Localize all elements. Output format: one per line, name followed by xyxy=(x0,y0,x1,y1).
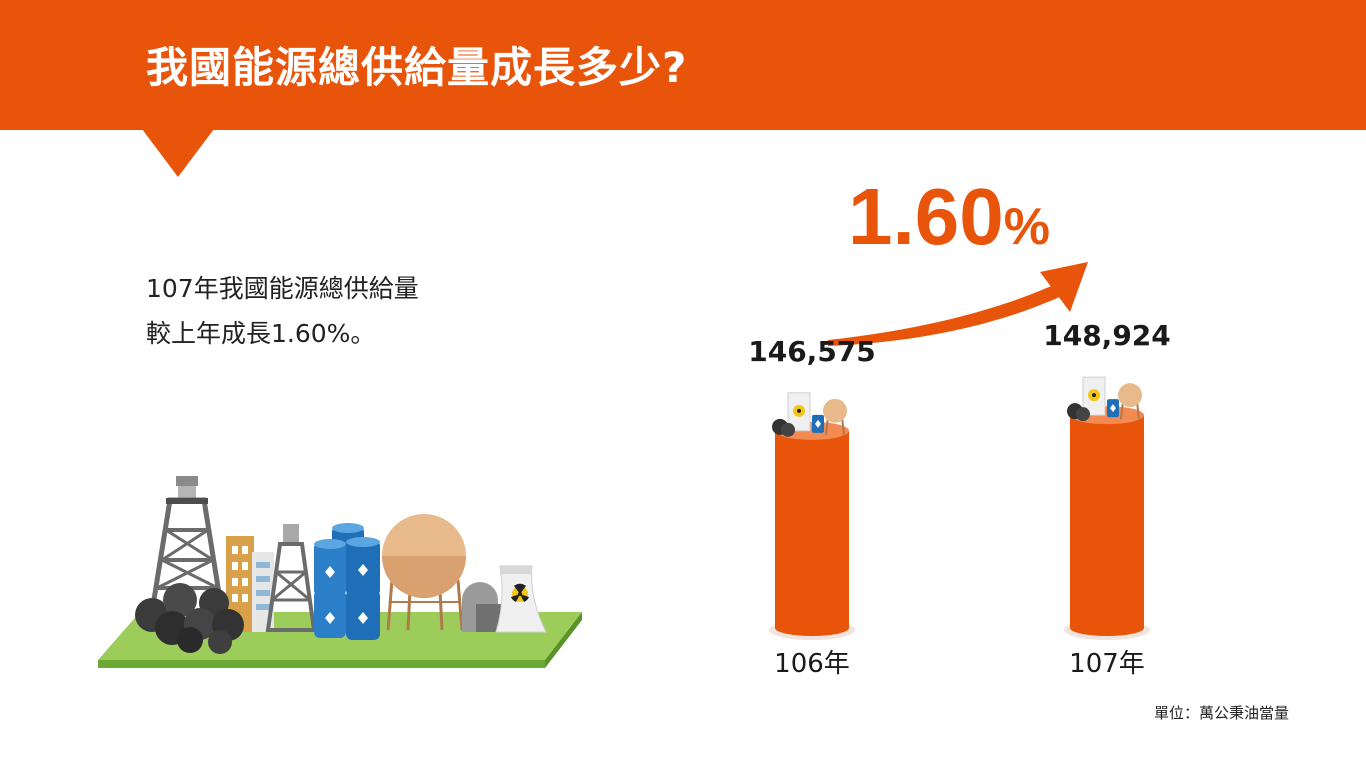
category-label: 106年 xyxy=(774,649,850,679)
description: 107年我國能源總供給量 較上年成長1.60%。 xyxy=(146,266,419,356)
coal-pile-icon xyxy=(135,583,244,654)
small-derrick-icon xyxy=(265,524,317,632)
gas-tank-icon xyxy=(382,514,466,631)
header-banner: 我國能源總供給量成長多少? xyxy=(0,0,1366,130)
category-label: 107年 xyxy=(1069,649,1145,679)
header-pointer xyxy=(142,129,214,177)
page-title: 我國能源總供給量成長多少? xyxy=(146,43,688,92)
bar-value-label: 148,924 xyxy=(1043,319,1171,352)
nuclear-plant-icon xyxy=(462,565,547,633)
growth-rate-label: 1.60% xyxy=(848,172,1050,272)
energy-mix-icon-1 xyxy=(772,392,847,437)
growth-rate-unit: % xyxy=(1003,198,1050,256)
growth-rate-number: 1.60 xyxy=(848,172,1004,261)
bar-1 xyxy=(775,430,849,628)
growth-arrow-head xyxy=(1040,262,1088,312)
description-line-2: 較上年成長1.60%。 xyxy=(146,319,376,348)
oil-barrels-icon xyxy=(314,523,380,640)
unit-note: 單位：萬公秉油當量 xyxy=(1154,704,1290,722)
bar-value-label: 146,575 xyxy=(748,335,876,368)
bar-2 xyxy=(1070,415,1144,628)
growth-arrow-shaft xyxy=(828,282,1066,346)
energy-mix-icon-2 xyxy=(1067,376,1142,422)
bar-bottom-cap xyxy=(1070,620,1144,636)
description-line-1: 107年我國能源總供給量 xyxy=(146,274,419,303)
bar-bottom-cap xyxy=(775,620,849,636)
